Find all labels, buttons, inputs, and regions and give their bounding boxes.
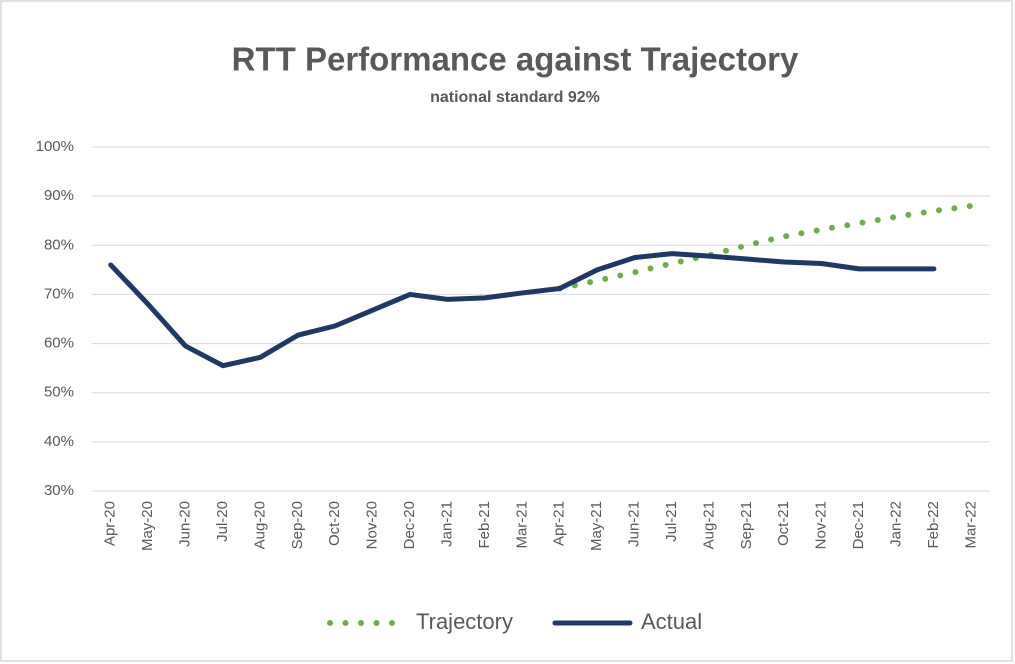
y-tick-label: 70% <box>44 285 74 302</box>
x-tick-label: Nov-21 <box>813 501 830 549</box>
y-tick-label: 60% <box>44 335 74 352</box>
y-tick-label: 90% <box>44 187 74 204</box>
y-tick-label: 50% <box>44 384 74 401</box>
x-tick-label: Apr-20 <box>102 501 119 546</box>
x-tick-label: Dec-20 <box>401 501 418 549</box>
x-tick-label: Jun-21 <box>626 501 643 547</box>
x-tick-label: Oct-21 <box>775 501 792 546</box>
x-tick-label: Feb-22 <box>925 501 942 549</box>
x-tick-label: Feb-21 <box>476 501 493 549</box>
x-tick-label: Aug-21 <box>700 501 717 549</box>
legend-label: Actual <box>641 609 702 634</box>
x-tick-label: Jul-20 <box>214 501 231 542</box>
x-tick-label: Aug-20 <box>251 501 268 549</box>
x-tick-label: Sep-20 <box>289 501 306 549</box>
y-tick-label: 80% <box>44 236 74 253</box>
series-line <box>108 251 937 369</box>
x-tick-label: Mar-21 <box>513 501 530 549</box>
x-tick-label: Jan-22 <box>887 501 904 547</box>
y-tick-label: 40% <box>44 433 74 450</box>
x-tick-label: May-20 <box>139 501 156 551</box>
y-tick-label: 100% <box>36 138 74 155</box>
chart-subtitle: national standard 92% <box>430 89 600 106</box>
x-tick-label: Jul-21 <box>663 501 680 542</box>
x-tick-label: Dec-21 <box>850 501 867 549</box>
x-tick-label: Nov-20 <box>364 501 381 549</box>
x-tick-label: May-21 <box>588 501 605 551</box>
x-tick-label: Mar-22 <box>962 501 979 549</box>
x-tick-label: Sep-21 <box>738 501 755 549</box>
x-tick-label: Apr-21 <box>551 501 568 546</box>
x-tick-label: Oct-20 <box>326 501 343 546</box>
x-tick-label: Jan-21 <box>438 501 455 547</box>
y-tick-label: 30% <box>44 482 74 499</box>
x-tick-label: Jun-20 <box>177 501 194 547</box>
chart-title: RTT Performance against Trajectory <box>232 41 799 78</box>
legend-label: Trajectory <box>416 609 513 634</box>
